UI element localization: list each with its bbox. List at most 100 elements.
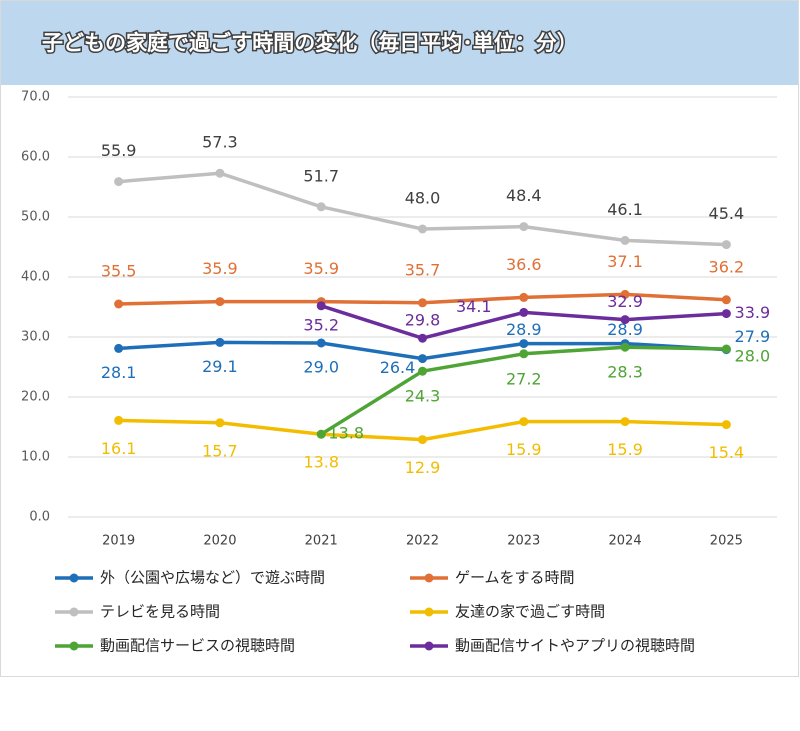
data-point [418,224,427,234]
legend-label: テレビを見る時間 [100,603,220,621]
data-point [114,299,124,309]
data-point [418,354,427,364]
data-label: 27.2 [506,369,542,388]
x-tick-label: 2021 [305,534,338,549]
data-point [418,333,427,343]
data-point [215,168,225,178]
data-label: 46.1 [607,200,643,219]
title-band [1,1,798,85]
x-tick-label: 2025 [710,534,743,549]
data-label: 34.1 [456,297,492,316]
data-point [620,235,630,245]
y-tick-label: 70.0 [21,90,50,105]
data-label: 35.9 [303,259,339,278]
x-tick-label: 2024 [609,534,642,549]
x-tick-label: 2023 [507,534,540,549]
data-point [721,309,731,319]
data-label: 29.1 [202,357,238,376]
data-label: 32.9 [607,292,643,311]
x-tick-label: 2019 [102,534,135,549]
legend-label: 動画配信サービスの視聴時間 [100,637,295,655]
legend-label: 友達の家で過ごす時間 [455,603,605,621]
data-point [114,177,124,187]
data-point [620,417,630,427]
legend-marker [424,641,434,651]
data-label: 36.6 [506,255,542,274]
legend-marker [424,573,434,583]
data-point [620,342,630,352]
data-label: 35.7 [405,260,441,279]
x-tick-label: 2020 [203,534,236,549]
data-label: 28.1 [101,363,137,382]
chart-frame [0,0,799,677]
data-point [316,429,326,439]
data-point [519,349,529,359]
data-label: 57.3 [202,133,238,152]
data-point [418,435,427,445]
data-label: 28.0 [735,347,771,366]
data-label: 12.9 [405,458,441,477]
legend-marker [69,607,79,617]
y-tick-label: 30.0 [21,330,50,345]
y-tick-label: 20.0 [21,390,50,405]
y-tick-label: 60.0 [21,150,50,165]
data-point [316,338,326,348]
data-label: 45.4 [709,204,745,223]
data-label: 48.0 [405,189,441,208]
data-point [215,337,225,347]
data-label: 35.9 [202,259,238,278]
data-label: 35.5 [101,262,137,281]
data-label: 36.2 [709,257,745,276]
data-point [519,292,529,302]
y-tick-label: 10.0 [21,450,50,465]
data-point [519,307,529,317]
data-label: 51.7 [303,166,339,185]
data-point [418,298,427,308]
data-label: 26.4 [380,358,416,377]
data-label: 15.9 [506,440,542,459]
legend-label: 外（公園や広場など）で遊ぶ時間 [100,569,325,587]
data-label: 28.9 [607,320,643,339]
data-label: 29.8 [405,311,441,330]
data-point [114,343,124,353]
data-label: 13.8 [303,453,339,472]
data-label: 16.1 [101,439,137,458]
data-label: 28.9 [506,320,542,339]
data-label: 29.0 [303,358,339,377]
legend-marker [69,573,79,583]
data-point [519,417,529,427]
legend-marker [424,607,434,617]
data-point [620,289,630,299]
data-label: 28.3 [607,363,643,382]
data-point [316,301,326,311]
data-label: 35.2 [303,315,339,334]
data-point [721,420,731,430]
data-label: 27.9 [735,327,771,346]
data-point [215,297,225,307]
data-point [519,222,529,232]
data-label: 15.9 [607,440,643,459]
data-point [721,295,731,305]
legend-marker [69,641,79,651]
data-label: 24.3 [405,387,441,406]
data-label: 37.1 [607,252,643,271]
chart-title: 子どもの家庭で過ごす時間の変化（毎日平均･単位：分） [42,31,578,55]
data-label: 33.9 [735,303,771,322]
data-label: 13.8 [328,424,364,443]
data-point [316,202,326,212]
legend-label: ゲームをする時間 [455,569,575,587]
legend-label: 動画配信サイトやアプリの視聴時間 [455,637,695,655]
data-point [620,315,630,325]
y-tick-label: 50.0 [21,210,50,225]
y-tick-label: 0.0 [29,510,50,525]
data-point [519,339,529,349]
data-label: 48.4 [506,186,542,205]
data-point [721,344,731,354]
data-label: 15.4 [709,443,745,462]
data-point [418,366,427,376]
data-label: 55.9 [101,141,137,160]
data-point [721,240,731,250]
data-label: 15.7 [202,441,238,460]
x-tick-label: 2022 [406,534,439,549]
